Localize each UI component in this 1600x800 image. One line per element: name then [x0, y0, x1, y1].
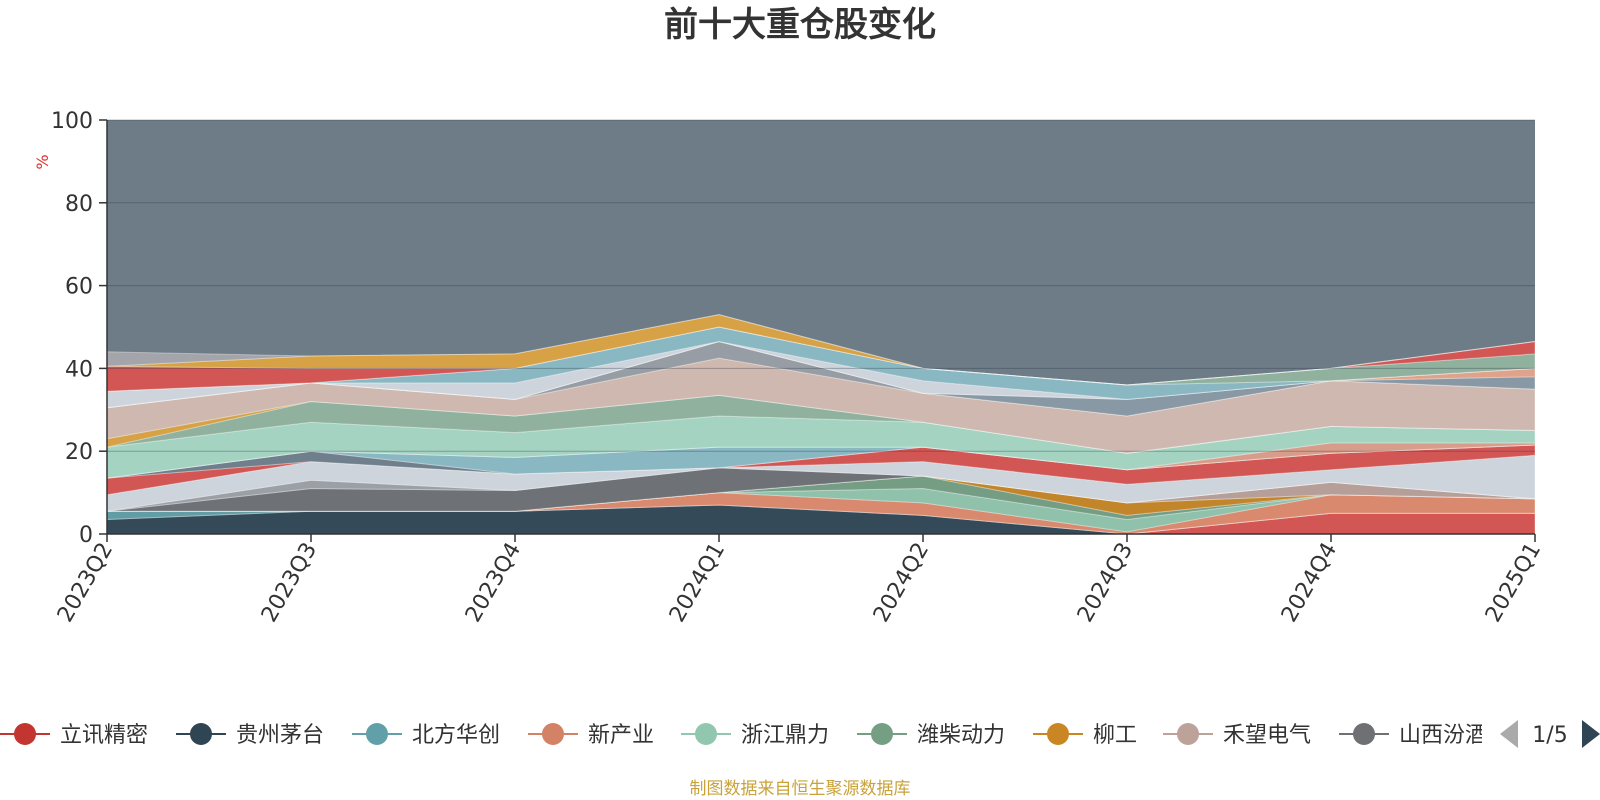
x-tick-label: 2024Q1 — [665, 539, 730, 627]
legend-item[interactable]: 潍柴动力 — [857, 723, 1005, 748]
y-tick-label: 40 — [65, 357, 93, 382]
x-tick-label: 2024Q4 — [1277, 539, 1342, 627]
data-source-note: 制图数据来自恒生聚源数据库 — [690, 779, 911, 799]
area-series-20 — [107, 340, 1535, 417]
legend-circle-marker — [14, 723, 36, 745]
legend-circle-marker — [190, 723, 212, 745]
legend-page-indicator: 1/5 — [1532, 723, 1567, 748]
y-tick-label: 100 — [51, 109, 93, 134]
legend-label: 山西汾酒 — [1399, 723, 1487, 748]
legend-label: 潍柴动力 — [917, 723, 1005, 748]
legend-item[interactable]: 柳工 — [1033, 723, 1137, 748]
legend-label: 北方华创 — [412, 723, 500, 748]
area-series-27 — [107, 314, 1535, 386]
legend-circle-marker — [871, 723, 893, 745]
legend-item[interactable]: 贵州茅台 — [176, 723, 324, 748]
area-series-22 — [107, 340, 1535, 409]
legend-label: 浙江鼎力 — [741, 723, 829, 748]
x-tick-label: 2025Q1 — [1481, 539, 1546, 627]
grid-lines — [107, 119, 1535, 452]
legend-label: 贵州茅台 — [236, 723, 324, 748]
legend-label: 柳工 — [1093, 723, 1137, 748]
area-series-17 — [107, 394, 1535, 454]
x-axis-ticks: 2023Q2 2023Q3 2023Q4 2024Q1 2024Q2 2024Q3 2024… — [53, 534, 1546, 627]
legend-item[interactable]: 北方华创 — [352, 723, 500, 748]
area-series-24 — [107, 326, 1535, 400]
area-series-25 — [107, 326, 1535, 392]
legend-prev-page-icon[interactable] — [1500, 720, 1518, 748]
legend-circle-marker — [366, 723, 388, 745]
legend-circle-marker — [1353, 723, 1375, 745]
legend-pager: 1/5 — [1500, 720, 1600, 748]
area-series-1 — [107, 512, 1535, 534]
legend-circle-marker — [542, 723, 564, 745]
area-series-28 — [107, 314, 1535, 386]
x-tick-label: 2024Q2 — [869, 539, 934, 627]
y-tick-label: 0 — [79, 523, 93, 548]
area-series-21 — [107, 340, 1535, 417]
legend-item[interactable]: 浙江鼎力 — [681, 723, 829, 748]
y-axis-ticks: 0 20 40 60 80 100 — [51, 109, 107, 548]
y-tick-label: 80 — [65, 192, 93, 217]
chart-title: 前十大重仓股变化 — [664, 5, 936, 45]
legend-circle-marker — [1047, 723, 1069, 745]
x-tick-label: 2023Q2 — [53, 539, 118, 627]
x-tick-label: 2023Q3 — [257, 539, 322, 627]
legend-item[interactable]: 山西汾酒 — [1339, 723, 1487, 748]
legend-label: 禾望电气 — [1223, 723, 1311, 748]
legend: 立讯精密 贵州茅台 北方华创 新产业 浙江鼎力 潍柴动力 柳工 禾望电气 山西汾酒 — [0, 723, 1487, 748]
legend-item[interactable]: 立讯精密 — [0, 723, 148, 748]
legend-next-page-icon[interactable] — [1582, 720, 1600, 748]
x-tick-label: 2024Q3 — [1073, 539, 1138, 627]
legend-label: 立讯精密 — [60, 723, 148, 748]
area-series-11 — [107, 454, 1535, 512]
y-tick-label: 20 — [65, 440, 93, 465]
y-axis-unit-label: % — [33, 154, 52, 169]
y-tick-label: 60 — [65, 275, 93, 300]
legend-circle-marker — [1177, 723, 1199, 745]
area-series-14 — [107, 444, 1535, 479]
area-series-23 — [107, 340, 1535, 409]
legend-label: 新产业 — [588, 723, 654, 748]
x-tick-label: 2023Q4 — [461, 539, 526, 627]
stacked-area-layers — [107, 314, 1535, 534]
legend-circle-marker — [695, 723, 717, 745]
plot-area — [107, 119, 1535, 534]
legend-item[interactable]: 禾望电气 — [1163, 723, 1311, 748]
legend-item[interactable]: 新产业 — [528, 723, 654, 748]
